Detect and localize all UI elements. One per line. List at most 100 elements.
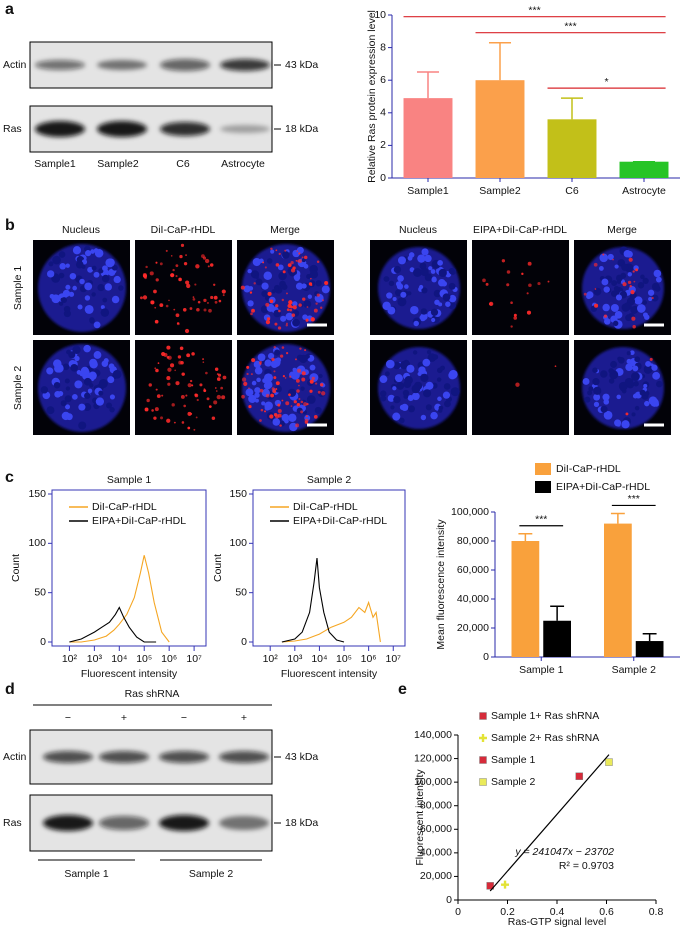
dye-spot: [309, 379, 314, 384]
nucleus: [438, 408, 443, 413]
nucleus: [442, 293, 451, 302]
nucleus: [52, 255, 61, 265]
line-series: [69, 555, 170, 643]
nucleus: [108, 363, 115, 370]
dye-spot: [485, 282, 489, 286]
dye-spot: [298, 303, 302, 307]
nucleus: [98, 379, 108, 389]
y-tick-label: 100,000: [414, 776, 452, 788]
point: [486, 882, 494, 890]
nucleus: [442, 391, 451, 399]
dye-spot: [315, 302, 318, 305]
dye-spot: [515, 382, 520, 387]
x-tick-label: 0: [455, 906, 461, 918]
dye-spot: [513, 313, 517, 317]
nucleus: [411, 384, 421, 394]
dye-spot: [259, 388, 264, 393]
dye-spot: [208, 405, 212, 409]
dye-spot: [622, 282, 627, 287]
dye-spot: [277, 326, 282, 330]
nucleus: [624, 377, 634, 387]
dye-spot: [144, 407, 149, 412]
dye-spot: [278, 252, 281, 256]
nucleus: [104, 283, 112, 291]
dye-spot: [180, 243, 185, 248]
blot-band: [99, 751, 149, 763]
dye-spot: [249, 291, 253, 294]
nucleus: [631, 372, 640, 381]
legend-label: DiI-CaP-rHDL: [556, 463, 621, 475]
point: [575, 772, 584, 780]
dye-spot: [273, 370, 276, 373]
nucleus: [643, 383, 648, 388]
nucleus-area: [582, 247, 664, 329]
dye-spot: [612, 258, 614, 261]
image-bg: [135, 240, 232, 335]
nucleus: [70, 364, 78, 372]
nucleus: [393, 265, 402, 274]
dye-spot: [186, 283, 191, 289]
y-tick-label: 50: [235, 586, 247, 598]
dye-spot: [285, 401, 290, 406]
dye-spot: [513, 316, 518, 320]
dye-spot: [287, 263, 292, 268]
dye-spot: [250, 373, 253, 376]
nucleus: [79, 278, 85, 285]
dye-spot: [270, 247, 273, 251]
group-label: Sample 1: [64, 868, 109, 880]
y-axis-title: Relative Ras protein expression level: [366, 10, 378, 183]
nucleus: [655, 276, 662, 283]
dye-spot: [166, 345, 171, 350]
dye-spot: [299, 347, 302, 350]
dye-spot: [183, 404, 186, 408]
x-tick-label: 10⁵: [136, 653, 152, 665]
nucleus: [76, 370, 82, 375]
nucleus: [65, 263, 70, 268]
nucleus: [642, 277, 649, 285]
nucleus: [270, 249, 275, 254]
nucleus-area: [38, 344, 126, 432]
dye-spot: [296, 250, 299, 252]
size-label: 43 kDa: [285, 59, 318, 71]
dye-spot: [284, 377, 287, 379]
dye-spot: [167, 382, 171, 386]
nucleus: [600, 405, 608, 413]
nucleus: [100, 305, 105, 310]
dye-spot: [295, 358, 297, 361]
dye-spot: [195, 416, 198, 419]
nucleus: [285, 312, 294, 321]
nucleus: [251, 380, 257, 386]
dye-spot: [302, 297, 306, 301]
nucleus: [60, 400, 67, 407]
nucleus: [653, 269, 662, 278]
x-tick-label: C6: [565, 185, 579, 197]
nucleus: [254, 392, 260, 398]
nucleus: [281, 251, 290, 259]
dye-spot: [521, 272, 524, 276]
nucleus: [650, 398, 659, 407]
nucleus: [271, 289, 276, 294]
legend-label: Sample 1+ Ras shRNA: [491, 710, 599, 722]
dye-spot: [201, 254, 205, 259]
dye-spot: [305, 415, 308, 418]
row-label: Ras: [3, 123, 22, 135]
nucleus: [604, 318, 611, 325]
dye-spot: [297, 368, 302, 373]
nucleus: [445, 301, 451, 307]
dye-spot: [251, 358, 256, 363]
nucleus: [65, 386, 71, 391]
panel-label: d: [5, 681, 15, 698]
nucleus: [621, 263, 629, 271]
nucleus: [264, 359, 272, 367]
nucleus: [642, 312, 648, 318]
dye-spot: [288, 300, 293, 305]
nucleus: [443, 383, 451, 390]
nucleus: [430, 411, 438, 420]
nucleus: [98, 390, 104, 396]
nucleus: [93, 321, 101, 329]
dye-spot: [325, 281, 328, 284]
nucleus: [611, 280, 618, 287]
dye-spot: [187, 411, 192, 416]
nucleus: [380, 395, 387, 402]
